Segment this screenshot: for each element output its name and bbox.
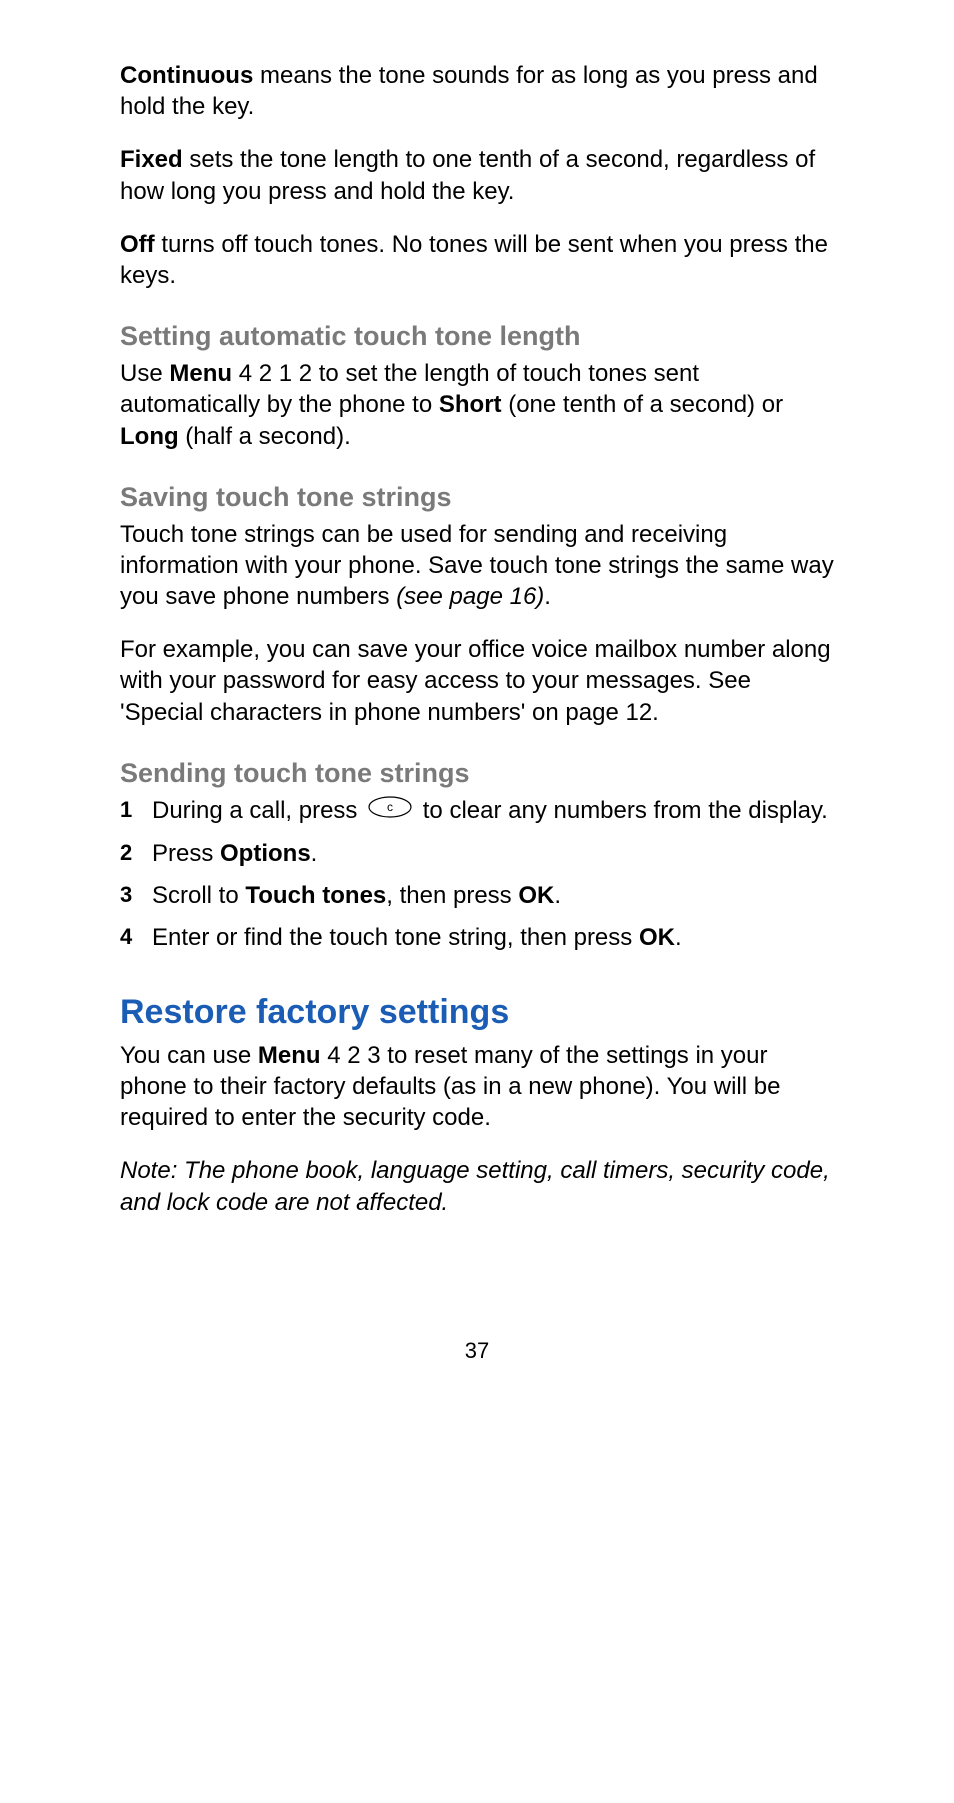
ordered-list-sending: 1 During a call, press c to clear any nu… [120, 795, 834, 955]
text: Press [152, 840, 220, 867]
text: During a call, press [152, 797, 364, 824]
term-menu: Menu [258, 1042, 321, 1069]
paragraph-fixed: Fixed sets the tone length to one tenth … [120, 144, 834, 206]
step-number: 4 [120, 922, 152, 954]
step-body: Scroll to Touch tones, then press OK. [152, 880, 834, 912]
note-restore: Note: The phone book, language setting, … [120, 1155, 834, 1217]
text: . [311, 840, 318, 867]
page-content: Continuous means the tone sounds for as … [0, 0, 954, 1424]
text: to clear any numbers from the display. [416, 797, 828, 824]
text: . [554, 882, 561, 909]
paragraph-restore: You can use Menu 4 2 3 to reset many of … [120, 1040, 834, 1134]
paragraph-continuous: Continuous means the tone sounds for as … [120, 60, 834, 122]
subheading-saving-strings: Saving touch tone strings [120, 482, 834, 513]
c-key-icon: c [368, 795, 412, 827]
paragraph-saving-1: Touch tone strings can be used for sendi… [120, 519, 834, 613]
paragraph-automatic-length: Use Menu 4 2 1 2 to set the length of to… [120, 358, 834, 452]
text: . [675, 924, 682, 951]
text: Enter or find the touch tone string, the… [152, 924, 639, 951]
step-number: 3 [120, 880, 152, 912]
term-off: Off [120, 231, 155, 258]
term-ok: OK [639, 924, 675, 951]
text: You can use [120, 1042, 258, 1069]
svg-text:c: c [387, 800, 393, 814]
text: Scroll to [152, 882, 245, 909]
step-number: 2 [120, 838, 152, 870]
term-touch-tones: Touch tones [245, 882, 386, 909]
page-number: 37 [120, 1338, 834, 1364]
text: Use [120, 360, 169, 387]
subheading-sending-strings: Sending touch tone strings [120, 758, 834, 789]
term-ok: OK [518, 882, 554, 909]
paragraph-saving-2: For example, you can save your office vo… [120, 634, 834, 728]
heading-restore-factory: Restore factory settings [120, 993, 834, 1032]
text: sets the tone length to one tenth of a s… [120, 146, 815, 204]
term-short: Short [439, 391, 502, 418]
text: (half a second). [179, 423, 351, 450]
term-menu: Menu [169, 360, 232, 387]
term-long: Long [120, 423, 179, 450]
term-continuous: Continuous [120, 62, 253, 89]
term-fixed: Fixed [120, 146, 183, 173]
page-reference: (see page 16) [396, 583, 544, 610]
text: turns off touch tones. No tones will be … [120, 231, 828, 289]
text: , then press [386, 882, 518, 909]
list-item: 4 Enter or find the touch tone string, t… [120, 922, 834, 954]
list-item: 1 During a call, press c to clear any nu… [120, 795, 834, 828]
text: (one tenth of a second) or [502, 391, 784, 418]
step-number: 1 [120, 795, 152, 828]
subheading-automatic-length: Setting automatic touch tone length [120, 321, 834, 352]
paragraph-off: Off turns off touch tones. No tones will… [120, 229, 834, 291]
step-body: During a call, press c to clear any numb… [152, 795, 834, 828]
list-item: 3 Scroll to Touch tones, then press OK. [120, 880, 834, 912]
text: . [544, 583, 551, 610]
list-item: 2 Press Options. [120, 838, 834, 870]
term-options: Options [220, 840, 311, 867]
step-body: Press Options. [152, 838, 834, 870]
step-body: Enter or find the touch tone string, the… [152, 922, 834, 954]
